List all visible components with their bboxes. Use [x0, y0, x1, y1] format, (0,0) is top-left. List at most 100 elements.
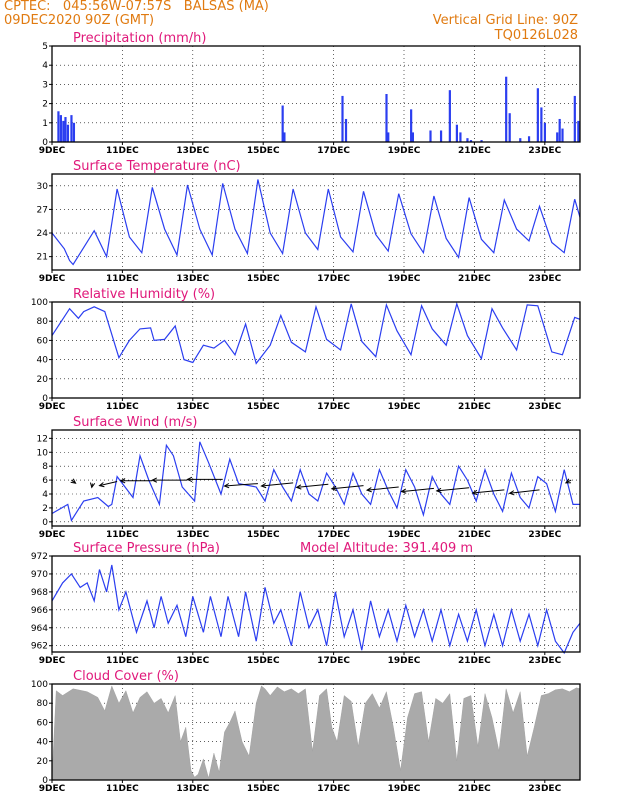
- x-tick-label: 11DEC: [106, 146, 139, 156]
- precip-bar: [540, 107, 543, 142]
- wind-arrow-head: [435, 487, 442, 494]
- wind-arrow: [331, 485, 364, 490]
- x-tick-label: 11DEC: [106, 784, 139, 794]
- precip-title: Precipitation (mm/h): [73, 31, 206, 46]
- y-tick-label: 5: [42, 42, 48, 52]
- y-tick-label: 970: [31, 570, 48, 580]
- y-tick-label: 4: [42, 61, 48, 71]
- y-tick-label: 6: [42, 476, 48, 486]
- precip-bar: [448, 90, 451, 142]
- x-tick-label: 17DEC: [317, 146, 350, 156]
- panel-frame: [51, 683, 581, 781]
- precip-bar: [508, 113, 511, 142]
- x-tick-label: 9DEC: [39, 274, 66, 284]
- precip-bar: [429, 130, 432, 142]
- chart-header: CPTEC: 045:56W-07:57S BALSAS (MA) 09DEC2…: [0, 0, 618, 46]
- x-tick-label: 15DEC: [247, 274, 280, 284]
- temp-series-line: [51, 179, 581, 266]
- panel-pressure: 962 964 966 968 970 972 9DEC 11DEC 13DEC 15DEC 17D…: [31, 541, 581, 666]
- wind-arrow: [261, 482, 294, 487]
- model-id: TQ0126L028: [494, 28, 578, 43]
- y-tick-label: 964: [31, 624, 48, 634]
- panel-frame: [51, 173, 581, 271]
- y-tick-label: 40: [37, 738, 49, 748]
- x-tick-label: 15DEC: [247, 656, 280, 666]
- wind-arrow-head: [564, 478, 571, 484]
- panel-temp: 21 24 27 30 9DEC 11DEC 13DEC 15DEC 17DEC 19DEC 21D…: [37, 159, 581, 284]
- y-tick-label: 12: [37, 434, 48, 444]
- precip-bar: [556, 132, 559, 142]
- panel-rh: 0 20 40 60 80 100 9DEC 11DEC 13DEC 15DEC 17DEC 19DE…: [31, 287, 581, 412]
- wind-arrow-head: [98, 482, 105, 488]
- x-tick-label: 21DEC: [458, 656, 491, 666]
- x-tick-label: 21DEC: [458, 274, 491, 284]
- x-tick-label: 11DEC: [106, 656, 139, 666]
- y-tick-label: 24: [37, 229, 49, 239]
- wind-arrow-head: [89, 482, 96, 489]
- wind-arrow: [509, 489, 540, 494]
- precip-bar: [283, 132, 286, 142]
- y-tick-label: 80: [37, 317, 49, 327]
- y-tick-label: 4: [42, 490, 48, 500]
- panel-precip: 0 1 2 3 4 5 9DEC 11DEC 13DEC 15DEC 17DEC 19DEC 21DEC…: [39, 31, 581, 156]
- x-tick-label: 13DEC: [176, 530, 209, 540]
- precip-bar: [577, 120, 580, 142]
- x-tick-label: 9DEC: [39, 530, 66, 540]
- panel-frame: [51, 429, 581, 527]
- x-tick-label: 19DEC: [388, 656, 421, 666]
- y-tick-label: 60: [37, 336, 49, 346]
- y-tick-label: 60: [37, 718, 49, 728]
- y-tick-label: 30: [37, 182, 49, 192]
- y-tick-label: 0: [42, 776, 48, 786]
- x-tick-label: 17DEC: [317, 784, 350, 794]
- y-tick-label: 962: [31, 642, 48, 652]
- wind-arrow-head: [400, 488, 407, 494]
- precip-bar: [466, 138, 469, 142]
- x-tick-label: 9DEC: [39, 656, 66, 666]
- y-tick-label: 966: [31, 606, 48, 616]
- panel-cloud: 0 20 40 60 80 100 9DEC 11DEC 13DEC 15DEC 17DEC 19DE…: [31, 669, 581, 794]
- precip-bar: [72, 122, 76, 142]
- x-tick-label: 19DEC: [388, 274, 421, 284]
- precip-bar: [480, 140, 483, 142]
- x-tick-label: 23DEC: [528, 784, 561, 794]
- precip-bar: [527, 136, 531, 142]
- precip-bar: [341, 95, 344, 142]
- precip-bar: [558, 118, 561, 142]
- precip-bar: [536, 88, 539, 142]
- x-tick-label: 15DEC: [247, 146, 280, 156]
- pressure-series-line: [51, 564, 581, 655]
- y-tick-label: 100: [31, 298, 48, 308]
- precip-bar: [411, 132, 414, 142]
- y-tick-label: 8: [42, 462, 48, 472]
- wind-arrow-head: [330, 485, 337, 491]
- x-tick-label: 19DEC: [388, 146, 421, 156]
- x-tick-label: 23DEC: [528, 402, 561, 412]
- x-tick-label: 19DEC: [388, 530, 421, 540]
- wind-arrow: [99, 480, 118, 487]
- precip-bar: [57, 111, 60, 142]
- y-tick-label: 968: [31, 588, 48, 598]
- precip-bar: [439, 130, 443, 142]
- run-date: 09DEC2020 90Z (GMT): [4, 13, 155, 28]
- precip-bar: [62, 120, 65, 142]
- precip-bar: [469, 140, 473, 142]
- x-tick-label: 15DEC: [247, 784, 280, 794]
- precip-bar: [344, 118, 348, 142]
- y-tick-label: 0: [42, 394, 48, 404]
- x-tick-label: 11DEC: [106, 402, 139, 412]
- y-tick-label: 40: [37, 356, 49, 366]
- x-tick-label: 15DEC: [247, 402, 280, 412]
- y-tick-label: 1: [42, 119, 48, 129]
- rh-series-line: [51, 301, 581, 365]
- wind-arrow: [472, 489, 505, 494]
- precip-bar: [561, 128, 564, 142]
- wind-arrow-head: [70, 478, 77, 484]
- grid-line-note: Vertical Grid Line: 90Z: [432, 13, 578, 28]
- wind-arrow-head: [471, 489, 478, 496]
- y-tick-label: 100: [31, 680, 48, 690]
- cloud-area: [51, 685, 581, 781]
- panel-frame: [51, 555, 581, 653]
- precip-bar: [543, 122, 546, 142]
- precip-bar: [505, 76, 508, 142]
